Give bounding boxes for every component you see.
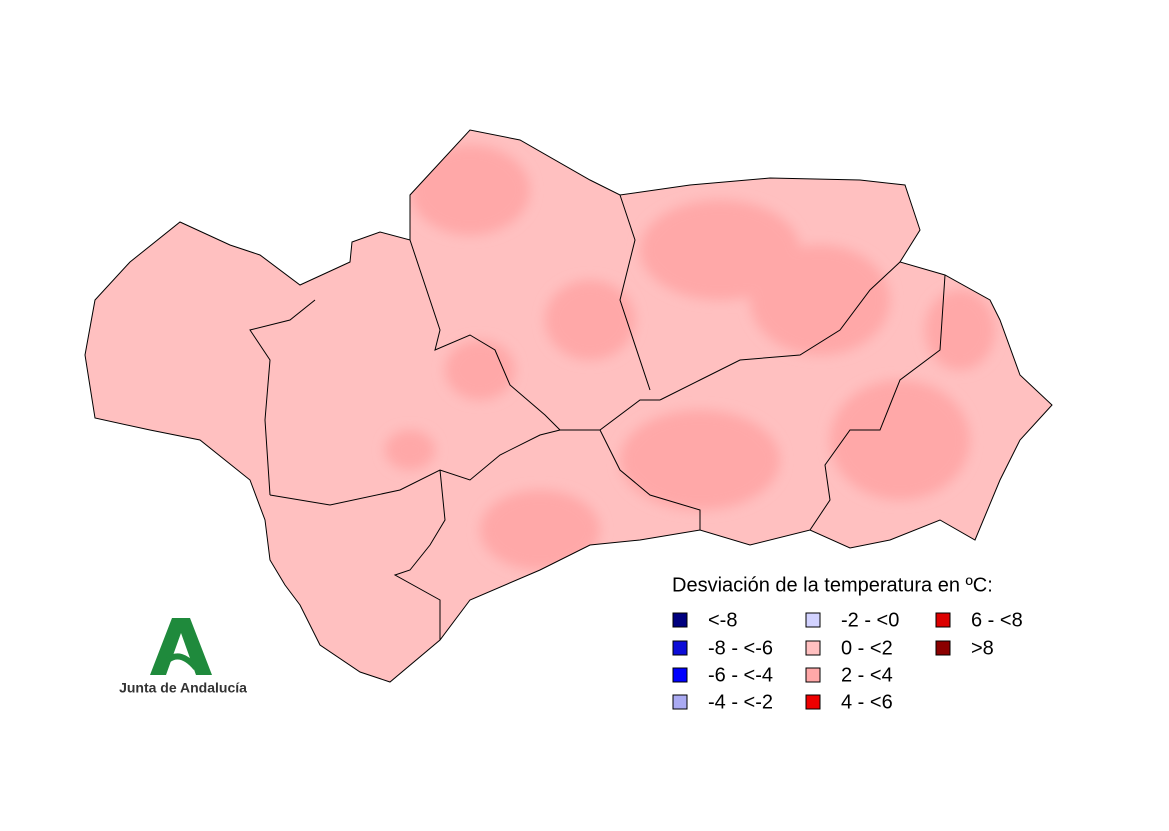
- legend-swatch: [805, 667, 821, 683]
- legend-label: 6 - <8: [971, 609, 1023, 631]
- patch: [925, 290, 995, 370]
- legend-swatch: [672, 694, 688, 710]
- legend-swatch: [672, 667, 688, 683]
- province-border: [409, 239, 660, 431]
- legend-label: -6 - <-4: [708, 664, 773, 686]
- patch: [750, 245, 890, 355]
- legend-label: -4 - <-2: [708, 691, 773, 713]
- legend-label: 4 - <6: [841, 691, 893, 713]
- borders: [84, 129, 1053, 683]
- legend-label: -2 - <0: [841, 609, 899, 631]
- province-border: [249, 299, 316, 496]
- province-border: [809, 274, 946, 531]
- legend-swatch: [672, 612, 688, 628]
- province-border: [393, 469, 446, 640]
- province-border: [269, 429, 561, 506]
- legend: <-8 -8 - <-6 -6 - <-4 -4 - <-2 -2 - <0 0 - <2…: [672, 609, 1023, 713]
- patch: [620, 410, 780, 510]
- legend-swatch: [672, 640, 688, 656]
- patch: [445, 340, 515, 400]
- patch: [385, 430, 435, 470]
- patch: [480, 490, 600, 570]
- legend-label: <-8: [708, 609, 737, 631]
- province-border: [599, 429, 701, 530]
- patch: [830, 380, 970, 500]
- legend-label: >8: [971, 637, 994, 659]
- logo-mark: [150, 618, 212, 675]
- legend-title: Desviación de la temperatura en ºC:: [672, 574, 993, 596]
- patch: [545, 280, 635, 360]
- legend-swatch: [805, 694, 821, 710]
- legend-label: 2 - <4: [841, 664, 893, 686]
- legend-swatch: [805, 640, 821, 656]
- warm-patches: [385, 145, 995, 570]
- legend-label: 0 - <2: [841, 637, 893, 659]
- legend-swatch: [935, 612, 951, 628]
- legend-swatch: [935, 640, 951, 656]
- region-outline: [84, 129, 1053, 683]
- legend-label: -8 - <-6: [708, 637, 773, 659]
- logo-mark: [166, 653, 199, 670]
- patch: [410, 145, 530, 235]
- province-border: [619, 194, 651, 391]
- logo-text: Junta de Andalucía: [119, 680, 247, 696]
- province-border: [659, 261, 901, 401]
- legend-swatch: [805, 612, 821, 628]
- logo: Junta de Andalucía: [119, 618, 247, 696]
